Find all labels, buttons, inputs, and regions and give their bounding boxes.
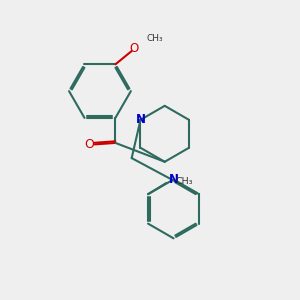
Text: N: N — [169, 173, 178, 186]
Text: N: N — [136, 113, 146, 126]
Text: O: O — [85, 138, 94, 151]
Text: CH₃: CH₃ — [176, 177, 193, 186]
Text: CH₃: CH₃ — [147, 34, 164, 43]
Text: O: O — [129, 42, 139, 55]
